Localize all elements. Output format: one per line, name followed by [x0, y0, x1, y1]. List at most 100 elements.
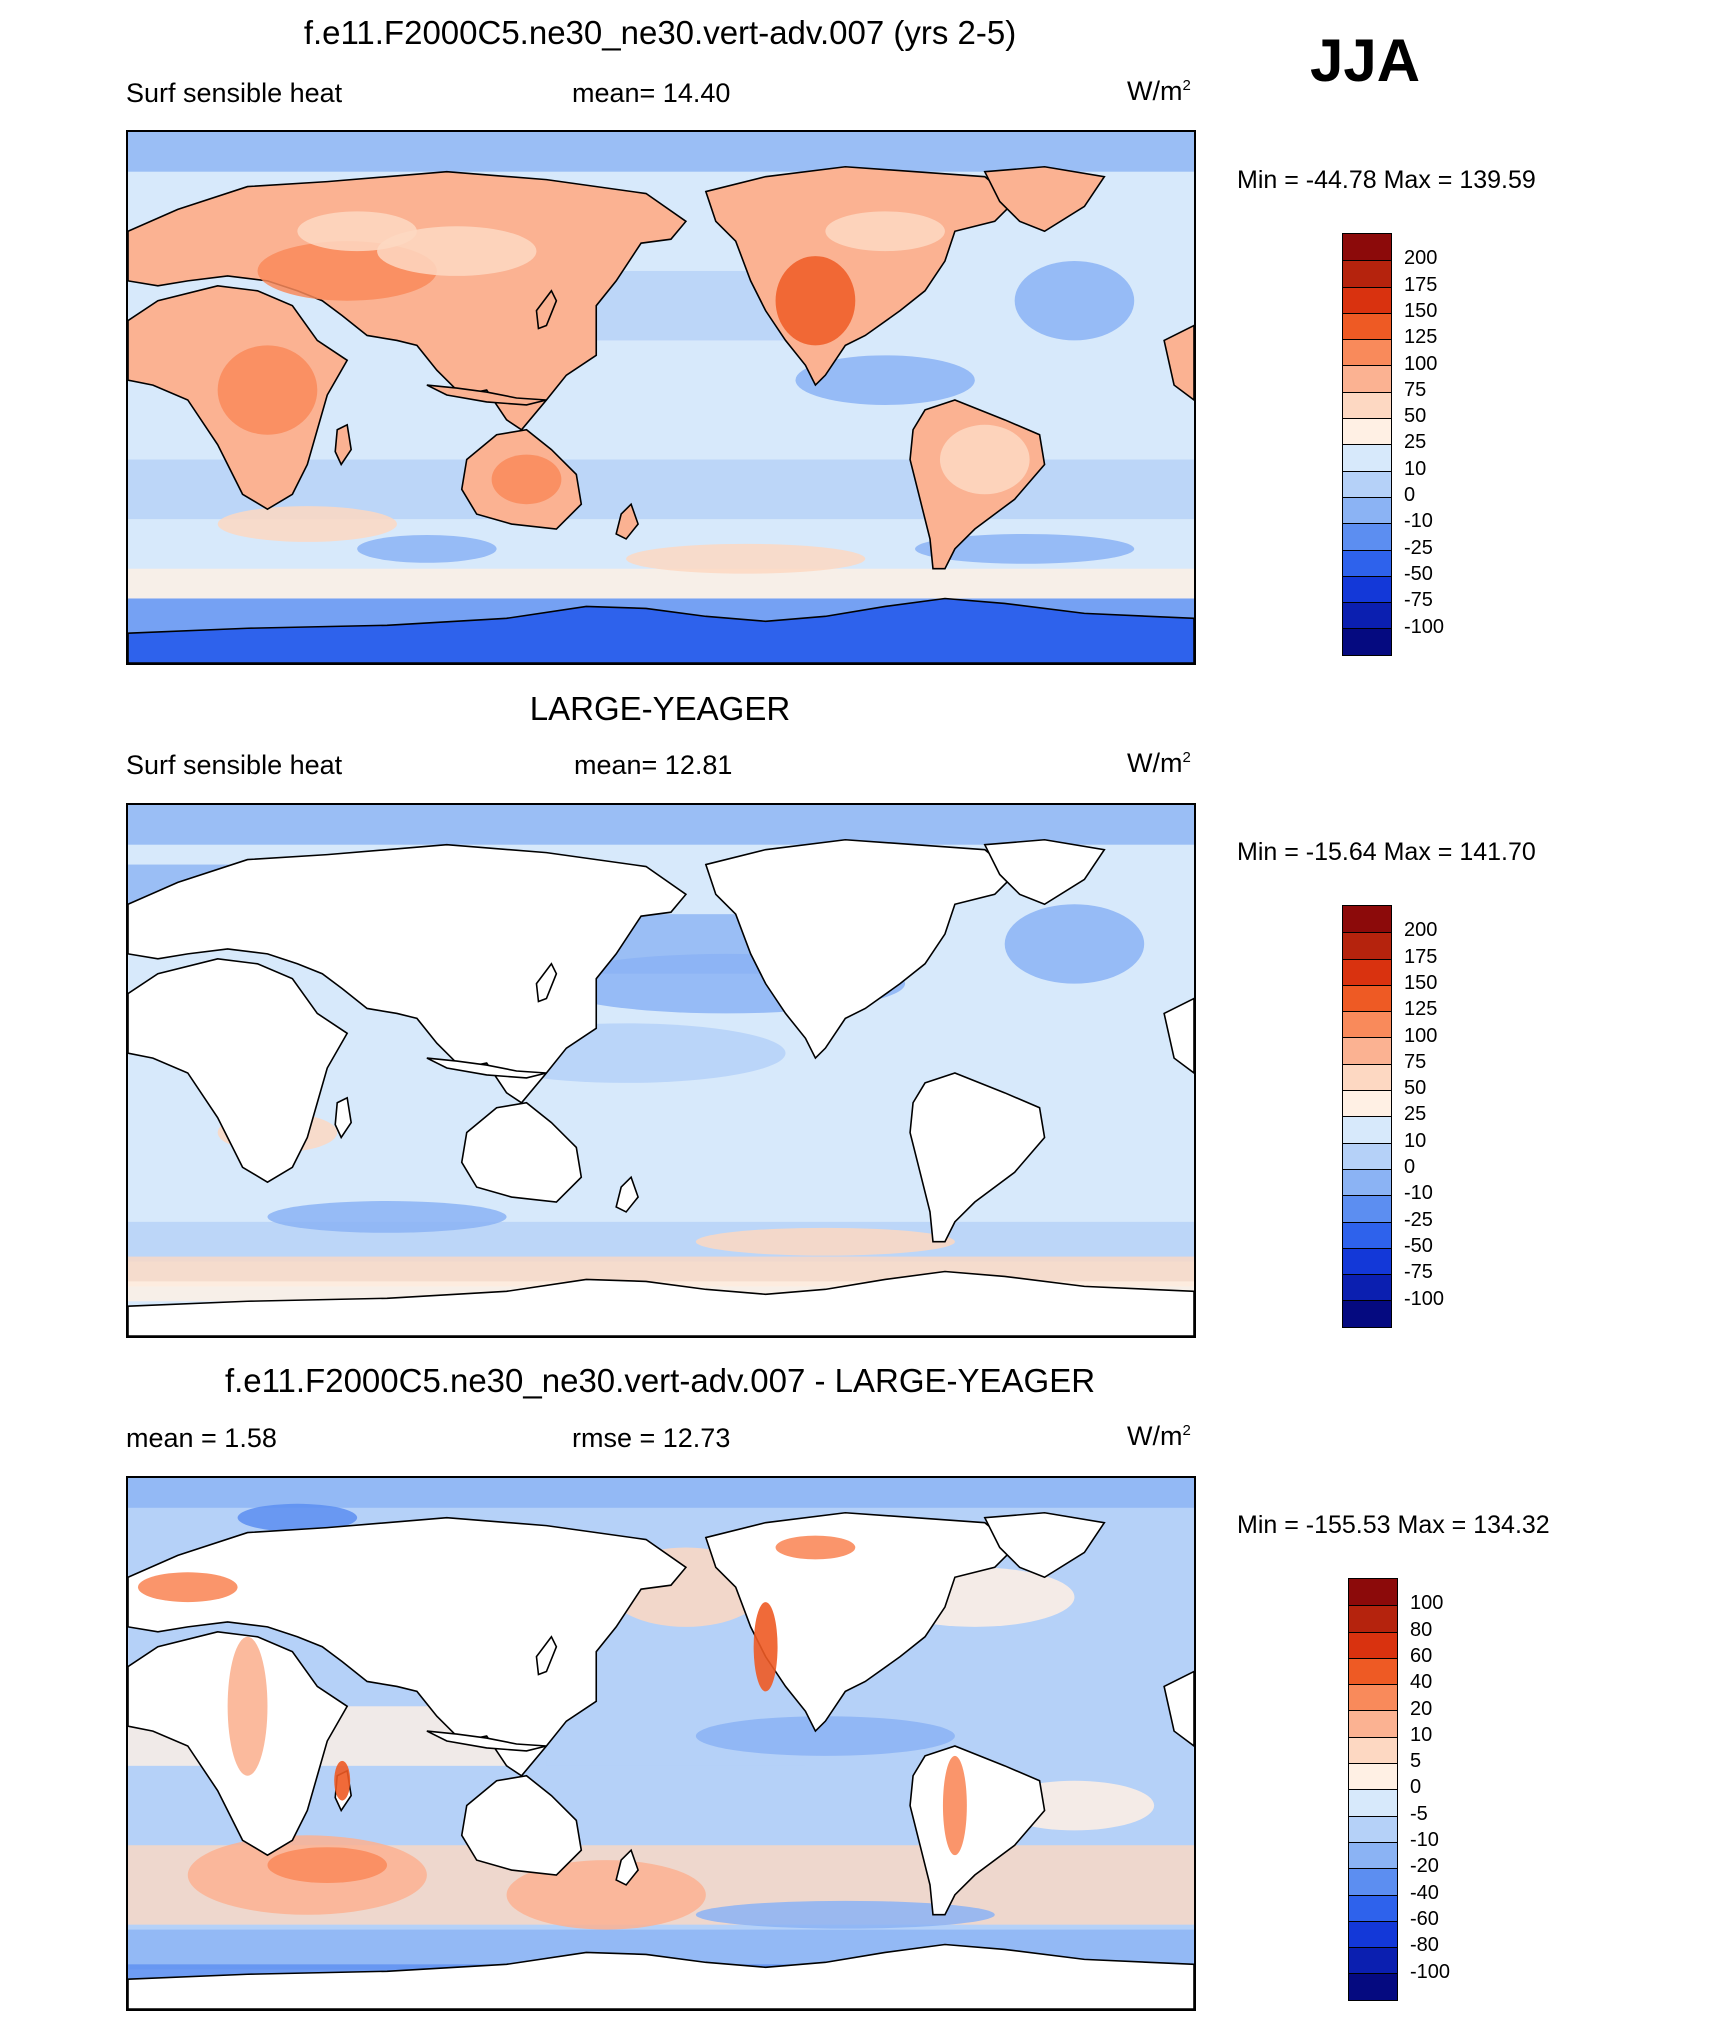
- colorbar-tick-label: 100: [1404, 352, 1438, 375]
- north-america-landmass: [704, 165, 1016, 387]
- panel-2-center-label: mean= 12.81: [574, 750, 733, 780]
- colorbar-segment: [1349, 1736, 1397, 1764]
- panel-1-minmax: Min = -44.78 Max = 139.59: [1237, 166, 1536, 194]
- colorbar-segment: [1343, 1037, 1391, 1064]
- colorbar-segment: [1343, 1221, 1391, 1248]
- greenland-landmass: [983, 165, 1106, 233]
- colorbar-tick-label: -10: [1410, 1829, 1439, 1851]
- colorbar-tick-label: -25: [1404, 536, 1433, 559]
- panel-3-unit-exp: 2: [1182, 1422, 1191, 1439]
- colorbar-tick-label: -100: [1410, 1960, 1451, 1983]
- panel-1-title: f.e11.F2000C5.ne30_ne30.vert-adv.007 (yr…: [303, 14, 1017, 51]
- colorbar-tick-label: 25: [1404, 431, 1427, 454]
- colorbar-segment: [1349, 1684, 1397, 1711]
- colorbar-segment: [1343, 1195, 1391, 1222]
- world-map: [128, 1478, 1194, 2009]
- colorbar-tick-label: 150: [1404, 971, 1438, 994]
- colorbar-segment: [1343, 391, 1391, 419]
- panel-2-unit-exp: 2: [1182, 749, 1191, 766]
- colorbar-tick-label: 75: [1404, 378, 1427, 401]
- colorbar-tick-label: -75: [1404, 589, 1433, 612]
- madagascar-landmass: [334, 423, 352, 467]
- colorbar-segment: [1343, 1168, 1391, 1196]
- africa-east-edge-landmass: [1163, 1670, 1194, 1747]
- colorbar-tick-label: -100: [1404, 615, 1445, 638]
- panel-2-title: LARGE-YEAGER: [529, 690, 791, 727]
- antarctica-landmass: [128, 597, 1194, 663]
- panel-1-center-label: mean= 14.40: [572, 78, 731, 108]
- panel-3-colorbar: [1348, 1578, 1398, 2001]
- europe-asia-landmass: [128, 1516, 688, 1777]
- colorbar-segment: [1343, 1116, 1391, 1143]
- colorbar-segment: [1343, 1274, 1391, 1301]
- colorbar-segment: [1343, 1011, 1391, 1038]
- australia-landmass: [460, 1774, 583, 1876]
- new-zealand-landmass: [615, 1848, 639, 1886]
- colorbar-segment: [1343, 444, 1391, 471]
- colorbar-tick-label: 175: [1404, 945, 1438, 968]
- colorbar-tick-label: -10: [1404, 1182, 1433, 1205]
- colorbar-tick-label: 200: [1404, 919, 1438, 942]
- colorbar-segment: [1343, 234, 1391, 261]
- colorbar-tick-label: 5: [1410, 1750, 1422, 1773]
- colorbar-segment: [1343, 1247, 1391, 1275]
- panel-3-unit: W/m2: [1127, 1421, 1191, 1452]
- colorbar-segment: [1343, 339, 1391, 366]
- colorbar-segment: [1349, 1868, 1397, 1895]
- colorbar-tick-label: 0: [1404, 1156, 1416, 1178]
- antarctica-landmass: [128, 1270, 1194, 1336]
- colorbar-segment: [1343, 286, 1391, 313]
- colorbar-tick-label: -10: [1404, 510, 1433, 533]
- colorbar-tick-label: 125: [1404, 998, 1438, 1021]
- colorbar-segment: [1343, 418, 1391, 445]
- panel-3-map: [126, 1476, 1196, 2011]
- africa-east-edge-landmass: [1163, 324, 1194, 401]
- colorbar-tick-label: -60: [1410, 1907, 1439, 1930]
- colorbar-segment: [1343, 984, 1391, 1012]
- japan-landmass: [535, 962, 558, 1003]
- colorbar-tick-label: 40: [1410, 1671, 1433, 1694]
- colorbar-segment: [1343, 1090, 1391, 1117]
- colorbar-segment: [1349, 1657, 1397, 1685]
- colorbar-segment: [1349, 1631, 1397, 1658]
- colorbar-segment: [1343, 1063, 1391, 1091]
- colorbar-segment: [1349, 1894, 1397, 1921]
- colorbar-tick-label: 75: [1404, 1050, 1427, 1073]
- colorbar-tick-label: 25: [1404, 1103, 1427, 1126]
- colorbar-segment: [1349, 1920, 1397, 1948]
- colorbar-segment: [1349, 1763, 1397, 1790]
- panel-1-unit-base: W/m: [1127, 76, 1183, 106]
- colorbar-segment: [1343, 496, 1391, 524]
- colorbar-tick-label: -100: [1404, 1287, 1445, 1310]
- panel-3-unit-base: W/m: [1127, 1421, 1183, 1451]
- panel-1-left-label: Surf sensible heat: [126, 78, 343, 108]
- north-america-landmass: [704, 838, 1016, 1060]
- panel-2-map: [126, 803, 1196, 1338]
- colorbar-segment: [1343, 958, 1391, 985]
- colorbar-tick-label: 0: [1410, 1776, 1422, 1799]
- colorbar-tick-label: -20: [1410, 1855, 1439, 1878]
- panel-3-left-label: mean = 1.58: [126, 1423, 277, 1453]
- panel-1-unit: W/m2: [1127, 76, 1191, 107]
- panel-2-unit: W/m2: [1127, 748, 1191, 779]
- colorbar-segment: [1349, 1841, 1397, 1869]
- colorbar-tick-label: -5: [1410, 1802, 1428, 1825]
- panel-2-colorbar: [1342, 905, 1392, 1328]
- greenland-landmass: [983, 1511, 1106, 1579]
- colorbar-segment: [1349, 1579, 1397, 1606]
- colorbar-segment: [1343, 1142, 1391, 1169]
- colorbar-segment: [1343, 470, 1391, 497]
- japan-landmass: [535, 289, 558, 330]
- colorbar-tick-label: -25: [1404, 1208, 1433, 1231]
- colorbar-tick-label: 150: [1404, 299, 1438, 322]
- colorbar-segment: [1349, 1947, 1397, 1974]
- colorbar-tick-label: 175: [1404, 273, 1438, 296]
- colorbar-segment: [1343, 260, 1391, 287]
- new-zealand-landmass: [615, 1175, 639, 1213]
- colorbar-segment: [1343, 575, 1391, 603]
- africa-landmass: [128, 958, 349, 1184]
- panel-1-colorbar: [1342, 233, 1392, 656]
- south-america-landmass: [909, 1745, 1046, 1916]
- africa-east-edge-landmass: [1163, 997, 1194, 1074]
- colorbar-segment: [1343, 906, 1391, 933]
